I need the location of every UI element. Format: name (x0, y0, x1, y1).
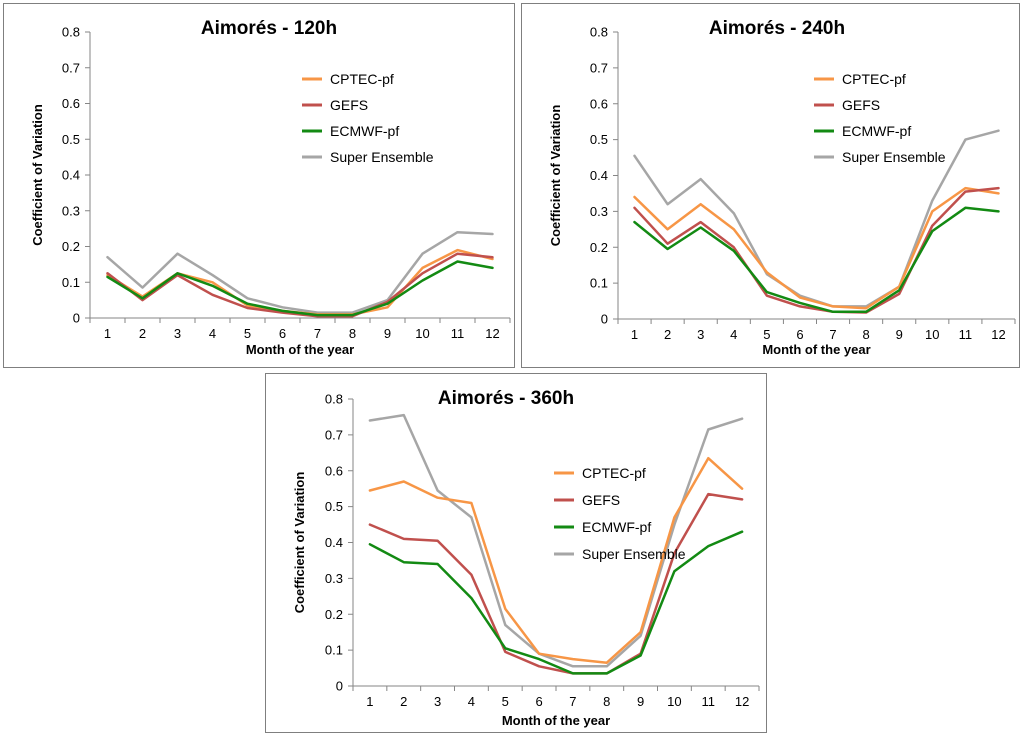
chart-title: Aimorés - 240h (709, 18, 845, 39)
x-tick-label: 2 (664, 327, 671, 342)
y-tick-label: 0.8 (590, 25, 608, 40)
x-tick-label: 8 (603, 694, 610, 709)
y-tick-label: 0.2 (325, 607, 343, 622)
y-axis-title: Coefficient of Variation (548, 105, 563, 247)
x-tick-label: 6 (796, 327, 803, 342)
legend-label: ECMWF-pf (330, 123, 399, 139)
x-tick-label: 7 (314, 326, 321, 341)
y-tick-label: 0 (73, 311, 80, 326)
x-tick-label: 5 (763, 327, 770, 342)
chart-title: Aimorés - 120h (201, 18, 337, 39)
x-axis-title: Month of the year (246, 342, 354, 357)
x-tick-label: 10 (667, 694, 681, 709)
x-tick-label: 1 (104, 326, 111, 341)
y-tick-label: 0.1 (590, 276, 608, 291)
x-tick-label: 1 (366, 694, 373, 709)
x-tick-label: 2 (139, 326, 146, 341)
x-tick-label: 3 (174, 326, 181, 341)
legend-label: CPTEC-pf (582, 465, 646, 481)
x-axis-title: Month of the year (762, 342, 870, 357)
y-tick-label: 0.5 (62, 132, 80, 147)
y-tick-label: 0.6 (62, 96, 80, 111)
y-tick-label: 0 (336, 679, 343, 694)
x-tick-label: 11 (959, 327, 973, 342)
y-tick-label: 0.6 (590, 96, 608, 111)
chart-panel-120h: Aimorés - 120h 0 0.1 0.2 0.3 0.4 0.5 0.6 0.7 0.8 1… (3, 3, 515, 368)
chart-panel-360h: Aimorés - 360h 0 0.1 0.2 0.3 0.4 0.5 0.6 0.7 0.8 1… (265, 373, 767, 733)
x-tick-label: 4 (209, 326, 216, 341)
y-tick-label: 0.8 (62, 25, 80, 40)
y-tick-label: 0.3 (62, 203, 80, 218)
x-tick-label: 11 (702, 694, 716, 709)
x-tick-label: 7 (829, 327, 836, 342)
legend-label: GEFS (842, 97, 880, 113)
x-tick-label: 4 (468, 694, 475, 709)
series-line-ecmwf-pf (633, 206, 1000, 314)
series-line-ecmwf-pf (368, 530, 744, 675)
legend-label: GEFS (330, 97, 368, 113)
y-tick-label: 0.2 (62, 239, 80, 254)
x-axis-title: Month of the year (502, 713, 610, 728)
x-tick-label: 5 (244, 326, 251, 341)
y-tick-label: 0.4 (325, 535, 343, 550)
legend-label: ECMWF-pf (582, 519, 651, 535)
x-tick-label: 8 (863, 327, 870, 342)
x-tick-label: 9 (384, 326, 391, 341)
series-line-gefs (633, 186, 1000, 314)
series-line-gefs (368, 492, 744, 675)
y-axis-title: Coefficient of Variation (292, 472, 307, 614)
x-tick-label: 4 (730, 327, 737, 342)
series-line-cptec-pf (368, 456, 744, 664)
y-tick-label: 0.4 (62, 168, 80, 183)
y-tick-label: 0.1 (325, 643, 343, 658)
series-line-ecmwf-pf (106, 260, 494, 317)
x-tick-label: 2 (400, 694, 407, 709)
legend-label: Super Ensemble (842, 149, 946, 165)
chart-title: Aimorés - 360h (438, 388, 574, 409)
x-tick-label: 10 (415, 326, 429, 341)
y-tick-label: 0.5 (590, 132, 608, 147)
y-tick-label: 0 (601, 312, 608, 327)
legend-label: CPTEC-pf (330, 71, 394, 87)
y-tick-label: 0.7 (62, 60, 80, 75)
y-tick-label: 0.7 (590, 60, 608, 75)
y-tick-label: 0.1 (62, 275, 80, 290)
y-tick-label: 0.5 (325, 499, 343, 514)
x-tick-label: 3 (434, 694, 441, 709)
chart-120h: Aimorés - 120h 0 0.1 0.2 0.3 0.4 0.5 0.6 0.7 0.8 1… (30, 18, 511, 357)
legend-label: Super Ensemble (330, 149, 434, 165)
y-tick-label: 0.7 (325, 427, 343, 442)
y-tick-label: 0.8 (325, 392, 343, 407)
x-tick-label: 1 (631, 327, 638, 342)
x-tick-label: 9 (896, 327, 903, 342)
x-tick-label: 8 (349, 326, 356, 341)
legend-label: GEFS (582, 492, 620, 508)
legend-label: Super Ensemble (582, 546, 686, 562)
x-tick-label: 7 (569, 694, 576, 709)
y-tick-label: 0.3 (590, 204, 608, 219)
x-tick-label: 9 (637, 694, 644, 709)
x-tick-label: 10 (925, 327, 939, 342)
y-tick-label: 0.4 (590, 168, 608, 183)
chart-240h: Aimorés - 240h 0 0.1 0.2 0.3 0.4 0.5 0.6 0.7 0.8 1… (548, 18, 1016, 357)
x-tick-label: 12 (735, 694, 749, 709)
chart-360h: Aimorés - 360h 0 0.1 0.2 0.3 0.4 0.5 0.6 0.7 0.8 1… (292, 388, 760, 728)
legend-label: ECMWF-pf (842, 123, 911, 139)
series-line-super-ensemble (106, 230, 494, 314)
y-tick-label: 0.2 (590, 240, 608, 255)
y-tick-label: 0.3 (325, 571, 343, 586)
chart-panel-240h: Aimorés - 240h 0 0.1 0.2 0.3 0.4 0.5 0.6 0.7 0.8 1… (521, 3, 1020, 368)
x-tick-label: 6 (279, 326, 286, 341)
x-tick-label: 3 (697, 327, 704, 342)
series-line-gefs (106, 252, 494, 318)
x-tick-label: 11 (451, 326, 465, 341)
x-tick-label: 12 (485, 326, 499, 341)
y-axis-title: Coefficient of Variation (30, 104, 45, 246)
x-tick-label: 5 (502, 694, 509, 709)
y-tick-label: 0.6 (325, 463, 343, 478)
x-tick-label: 6 (535, 694, 542, 709)
x-tick-label: 12 (991, 327, 1005, 342)
series-line-cptec-pf (633, 186, 1000, 310)
legend-label: CPTEC-pf (842, 71, 906, 87)
